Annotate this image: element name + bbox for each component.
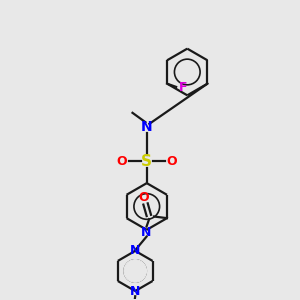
Text: O: O [116, 154, 127, 168]
Text: N: N [141, 226, 152, 238]
Text: S: S [141, 154, 152, 169]
Circle shape [124, 260, 146, 282]
Text: O: O [167, 154, 177, 168]
Text: O: O [138, 191, 149, 204]
Text: F: F [178, 81, 187, 94]
Text: N: N [141, 120, 153, 134]
Text: N: N [130, 285, 140, 298]
Text: N: N [130, 244, 140, 257]
